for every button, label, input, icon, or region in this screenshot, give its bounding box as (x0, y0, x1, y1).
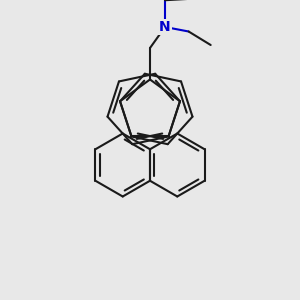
Text: N: N (159, 20, 171, 34)
